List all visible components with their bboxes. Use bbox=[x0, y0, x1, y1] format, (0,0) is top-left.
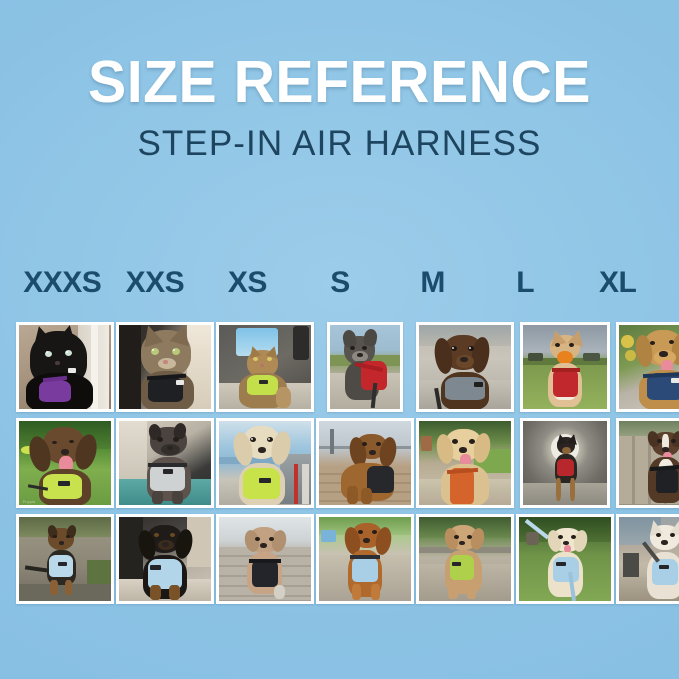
pet-photo-xs-3[interactable] bbox=[216, 513, 314, 604]
photo-cell[interactable] bbox=[216, 512, 314, 605]
pet-photo-xxs-1[interactable] bbox=[116, 321, 214, 412]
pet-photo-xs-2[interactable] bbox=[216, 417, 314, 508]
photo-cell[interactable] bbox=[416, 512, 514, 605]
page-subtitle: STEP-IN AIR HARNESS bbox=[137, 124, 542, 164]
size-label-xl: XL bbox=[599, 266, 637, 299]
pet-photo-m-1[interactable] bbox=[416, 321, 514, 412]
pet-photo-xxs-2[interactable] bbox=[116, 417, 214, 508]
size-label-xs: XS bbox=[227, 266, 268, 299]
photo-cell[interactable] bbox=[516, 320, 614, 413]
photo-cell[interactable] bbox=[516, 416, 614, 509]
pet-photo-xs-1[interactable] bbox=[216, 321, 314, 412]
photo-cell[interactable] bbox=[216, 416, 314, 509]
pet-photo-m-3[interactable] bbox=[416, 513, 514, 604]
size-label-l: L bbox=[516, 266, 535, 299]
size-label-m: M bbox=[420, 266, 445, 299]
photo-cell[interactable] bbox=[316, 512, 414, 605]
pet-photo-l-2[interactable] bbox=[520, 417, 610, 508]
photo-cell[interactable] bbox=[116, 320, 214, 413]
pet-photo-l-3[interactable] bbox=[516, 513, 614, 604]
header: SIZE REFERENCE STEP-IN AIR HARNESS bbox=[0, 52, 679, 163]
pet-photo-xxs-3[interactable] bbox=[116, 513, 214, 604]
photo-cell[interactable] bbox=[316, 416, 414, 509]
photo-cell[interactable] bbox=[416, 416, 514, 509]
pet-photo-xxxs-3[interactable] bbox=[16, 513, 114, 604]
pet-photo-s-1[interactable] bbox=[327, 321, 403, 412]
size-label-xxs: XXS bbox=[125, 266, 185, 299]
photo-cell[interactable] bbox=[16, 512, 114, 605]
photo-cell[interactable] bbox=[516, 512, 614, 605]
photo-cell[interactable] bbox=[416, 320, 514, 413]
pet-photo-xl-2[interactable] bbox=[616, 417, 679, 508]
pet-photo-xxxs-2[interactable]: Puppia bbox=[16, 417, 114, 508]
photo-cell[interactable] bbox=[116, 512, 214, 605]
page-title: SIZE REFERENCE bbox=[88, 49, 591, 115]
photo-cell[interactable] bbox=[116, 416, 214, 509]
size-label-xxxs: XXXS bbox=[23, 266, 102, 299]
photo-cell[interactable] bbox=[616, 416, 679, 509]
pet-photo-xl-1[interactable] bbox=[616, 321, 679, 412]
photo-cell[interactable] bbox=[216, 320, 314, 413]
pet-photo-xl-3[interactable] bbox=[616, 513, 679, 604]
photo-cell[interactable] bbox=[316, 320, 414, 413]
photo-cell[interactable]: Puppia bbox=[16, 416, 114, 509]
pet-photo-m-2[interactable] bbox=[416, 417, 514, 508]
photo-cell[interactable] bbox=[16, 320, 114, 413]
pet-photo-l-1[interactable] bbox=[520, 321, 610, 412]
size-labels-row: XXXS XXS XS S M L XL bbox=[16, 268, 664, 298]
photo-cell[interactable] bbox=[616, 512, 679, 605]
pet-photo-s-3[interactable] bbox=[316, 513, 414, 604]
pet-photo-xxxs-1[interactable] bbox=[16, 321, 114, 412]
pet-photo-s-2[interactable] bbox=[316, 417, 414, 508]
photo-cell[interactable] bbox=[616, 320, 679, 413]
size-label-s: S bbox=[330, 266, 350, 299]
photo-grid: Puppia bbox=[16, 320, 679, 605]
